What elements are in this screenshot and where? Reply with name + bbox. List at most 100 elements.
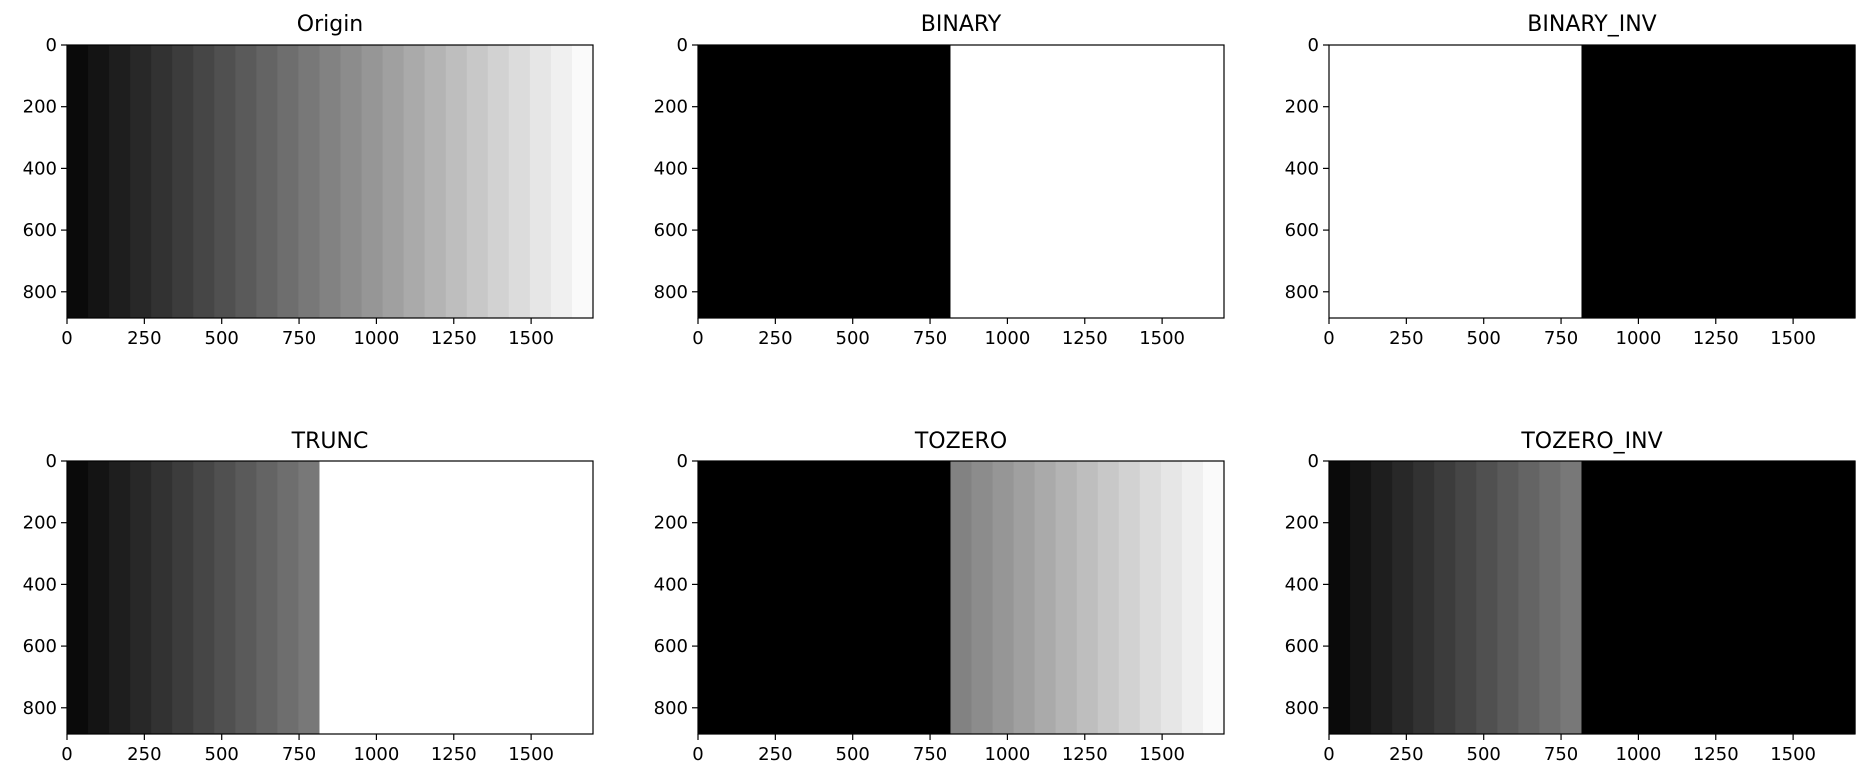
image-column	[382, 461, 405, 734]
x-tick-label: 1000	[354, 744, 400, 765]
image-column	[1728, 45, 1751, 318]
panel-title: TOZERO_INV	[1520, 429, 1662, 454]
x-tick-label: 250	[1389, 328, 1423, 349]
x-tick-label: 250	[758, 744, 792, 765]
panel-title: TRUNC	[291, 429, 369, 454]
y-tick-label: 0	[677, 35, 688, 56]
image-column	[1034, 45, 1057, 318]
image-column	[1749, 461, 1772, 734]
image-column	[508, 45, 531, 318]
image-column	[1413, 461, 1435, 734]
image-column	[1770, 461, 1793, 734]
image-column	[256, 45, 278, 318]
image-column	[1181, 45, 1204, 318]
image-column	[382, 45, 405, 318]
y-tick-label: 800	[23, 698, 57, 719]
image-column	[1118, 461, 1141, 734]
image-column	[1181, 461, 1204, 734]
image-column	[887, 45, 909, 318]
image-column	[1812, 461, 1835, 734]
image-column	[740, 461, 762, 734]
image-column	[1076, 45, 1099, 318]
axis-ticks: 0 250 500 750 1000 1250 1500 0 200 400 600 800	[23, 35, 554, 349]
panel-title: BINARY_INV	[1527, 12, 1656, 37]
image-column	[1602, 45, 1625, 318]
x-tick-label: 750	[913, 328, 947, 349]
image-column	[1476, 461, 1498, 734]
axis-ticks: 0 250 500 750 1000 1250 1500 0 200 400 600 800	[1285, 451, 1816, 765]
x-tick-label: 750	[1544, 744, 1578, 765]
panel-tozero-inv: TOZERO_INV 0 250 500 750 1000 1250 1500 0 200 400…	[1285, 429, 1856, 765]
panel-title: TOZERO	[914, 429, 1007, 454]
image-column	[1707, 461, 1730, 734]
axes-frame	[66, 460, 594, 735]
image-column	[1581, 461, 1604, 734]
x-tick-label: 1000	[1616, 744, 1662, 765]
image-column	[1623, 461, 1646, 734]
image-column	[845, 45, 867, 318]
y-tick-label: 400	[1285, 158, 1319, 179]
panel-trunc: TRUNC 0 250 500 750 1000 1250 1500 0 200 400 600 80…	[23, 429, 594, 765]
image-column	[992, 461, 1015, 734]
axes-frame	[66, 44, 594, 319]
image-column	[1076, 461, 1099, 734]
image-column	[529, 461, 552, 734]
image-column	[719, 45, 741, 318]
x-tick-label: 1000	[985, 744, 1031, 765]
x-tick-label: 0	[1323, 328, 1334, 349]
image-column	[1055, 461, 1078, 734]
x-tick-label: 1000	[1616, 328, 1662, 349]
x-tick-label: 750	[282, 744, 316, 765]
image-column	[1202, 461, 1225, 734]
x-tick-label: 1250	[431, 744, 477, 765]
image-area	[67, 461, 594, 734]
image-column	[1455, 461, 1477, 734]
y-tick-label: 400	[1285, 574, 1319, 595]
image-column	[67, 45, 89, 318]
y-tick-label: 400	[23, 574, 57, 595]
x-tick-label: 250	[127, 744, 161, 765]
image-column	[1392, 461, 1414, 734]
image-column	[340, 45, 363, 318]
y-tick-label: 800	[654, 698, 688, 719]
y-tick-label: 600	[23, 636, 57, 657]
x-tick-label: 1250	[431, 328, 477, 349]
x-tick-label: 250	[758, 328, 792, 349]
axis-ticks: 0 250 500 750 1000 1250 1500 0 200 400 600 800	[654, 451, 1185, 765]
y-tick-label: 0	[46, 35, 57, 56]
x-tick-label: 500	[1467, 328, 1501, 349]
image-column	[67, 461, 89, 734]
x-tick-label: 500	[205, 744, 239, 765]
x-tick-label: 0	[1323, 744, 1334, 765]
image-column	[1770, 45, 1793, 318]
image-column	[130, 45, 152, 318]
panel-title: BINARY	[921, 12, 1002, 37]
image-column	[1034, 461, 1057, 734]
x-tick-label: 1500	[508, 328, 554, 349]
image-column	[1833, 45, 1856, 318]
axes-frame	[697, 44, 1225, 319]
image-column	[824, 461, 846, 734]
image-column	[908, 461, 931, 734]
image-column	[109, 461, 131, 734]
image-column	[340, 461, 363, 734]
image-column	[256, 461, 278, 734]
axis-ticks: 0 250 500 750 1000 1250 1500 0 200 400 600 800	[1285, 35, 1816, 349]
axis-ticks: 0 250 500 750 1000 1250 1500 0 200 400 600 800	[23, 451, 554, 765]
image-column	[529, 45, 552, 318]
image-column	[740, 45, 762, 318]
panel-tozero: TOZERO 0 250 500 750 1000 1250 1500 0 200 400 600 8…	[654, 429, 1225, 765]
panel-binary: BINARY 0 250 500 750 1000 1250 1500 0 200 400 600 8…	[654, 12, 1225, 349]
image-column	[1644, 461, 1667, 734]
image-column	[845, 461, 867, 734]
x-tick-label: 750	[282, 328, 316, 349]
image-column	[88, 461, 110, 734]
image-column	[1581, 45, 1604, 318]
y-tick-label: 200	[654, 97, 688, 118]
image-column	[172, 461, 194, 734]
image-column	[361, 45, 384, 318]
image-column	[929, 45, 952, 318]
image-column	[1118, 45, 1141, 318]
image-column	[1329, 45, 1351, 318]
x-tick-label: 1500	[1139, 328, 1185, 349]
